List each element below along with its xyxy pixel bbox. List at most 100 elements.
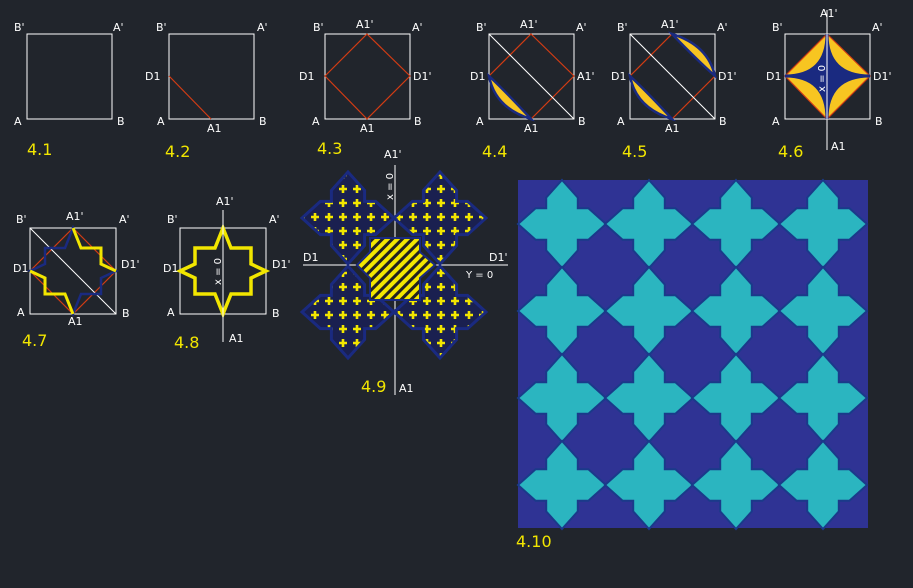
label-a: A — [772, 115, 780, 128]
label-a1-prime: A1' — [820, 7, 838, 20]
label-d1: D1 — [470, 70, 485, 83]
label-b: B — [414, 115, 422, 128]
label-a1: A1 — [399, 382, 414, 395]
label-a1: A1 — [524, 122, 539, 135]
label-a-prime: A' — [119, 213, 130, 226]
diagonal-line — [29, 227, 117, 315]
label-a: A — [14, 115, 22, 128]
diagonal-line — [488, 33, 575, 120]
label-d1-prime: D1' — [121, 258, 140, 271]
panel-4-1: B' A' A B 4.1 — [14, 21, 125, 159]
axis-label-x0: x = 0 — [213, 258, 224, 285]
construction-line — [168, 75, 212, 120]
label-a-prime: A' — [113, 21, 124, 34]
panel-number: 4.3 — [317, 139, 342, 158]
label-d1: D1 — [299, 70, 314, 83]
label-b-prime: B' — [617, 21, 628, 34]
gold-crescent — [487, 72, 536, 122]
label-b-prime: B' — [14, 21, 25, 34]
label-b: B — [719, 115, 727, 128]
label-d1-prime: D1' — [272, 258, 291, 271]
yellow-edge — [29, 269, 75, 315]
label-a: A — [167, 306, 175, 319]
label-a-prime: A' — [412, 21, 423, 34]
axis-label-x0: x = 0 — [385, 173, 396, 200]
label-b: B — [259, 115, 267, 128]
label-a: A — [476, 115, 484, 128]
panel-4-2: B' A' D1 A B A1 4.2 — [145, 21, 268, 161]
label-a1: A1 — [229, 332, 244, 345]
tile-cross — [690, 439, 782, 531]
panel-number: 4.4 — [482, 142, 507, 161]
panel-number: 4.10 — [516, 532, 552, 551]
panel-number: 4.7 — [22, 331, 47, 350]
panel-4-3: B' A1' A' D1 D1' A B A1 4.3 — [299, 18, 432, 158]
label-b-prime: B' — [476, 21, 487, 34]
axis-label-x0: x = 0 — [817, 65, 828, 92]
panel-number: 4.6 — [778, 142, 803, 161]
yellow-edge — [71, 227, 117, 273]
tile-crosses — [516, 178, 869, 531]
label-a: A — [157, 115, 165, 128]
panel-number: 4.8 — [174, 333, 199, 352]
panel-4-7: B' A1' A' D1 D1' A B A1 4.7 — [13, 210, 140, 350]
label-a1-prime: A1' — [661, 18, 679, 31]
panel-number: 4.2 — [165, 142, 190, 161]
label-a-prime: A' — [872, 21, 883, 34]
label-d1-prime: D1' — [873, 70, 892, 83]
label-a-prime: A' — [717, 21, 728, 34]
label-d1: D1 — [145, 70, 160, 83]
label-a: A — [617, 115, 625, 128]
label-a1: A1 — [665, 122, 680, 135]
label-a1: A1 — [207, 122, 222, 135]
label-a1-prime: A1' — [356, 18, 374, 31]
label-b-prime: B' — [772, 21, 783, 34]
label-a1-prime: A1' — [216, 195, 234, 208]
panel-4-10: 4.10 — [516, 178, 869, 551]
label-b: B — [578, 115, 586, 128]
label-d1-prime: D1' — [718, 70, 737, 83]
label-b-prime: B' — [16, 213, 27, 226]
diagonal-line — [629, 33, 716, 120]
square — [26, 33, 113, 120]
label-b-prime: B' — [156, 21, 167, 34]
square — [324, 33, 411, 120]
label-a1-prime-right: A1' — [577, 70, 595, 83]
label-b: B — [875, 115, 883, 128]
label-b: B — [117, 115, 125, 128]
label-d1: D1 — [163, 262, 178, 275]
label-b-prime: B' — [313, 21, 324, 34]
label-a1: A1 — [831, 140, 846, 153]
label-a-prime: A' — [257, 21, 268, 34]
panel-number: 4.9 — [361, 377, 386, 396]
tile-cross — [516, 439, 608, 531]
label-a1-prime: A1' — [384, 148, 402, 161]
label-a: A — [17, 306, 25, 319]
gold-crescent — [628, 72, 677, 122]
gold-crescent — [667, 31, 718, 80]
panel-4-8: x = 0 B' A1' A' D1 D1' A B A1 4.8 — [163, 195, 291, 352]
label-d1: D1 — [303, 251, 318, 264]
label-a1: A1 — [360, 122, 375, 135]
panel-number: 4.1 — [27, 140, 52, 159]
label-a: A — [312, 115, 320, 128]
label-b: B — [122, 307, 130, 320]
label-d1-prime: D1' — [489, 251, 508, 264]
panel-4-6: x = 0 B' A1' A' D1 D1' A B A1 4.6 — [766, 7, 892, 161]
label-a1-prime: A1' — [520, 18, 538, 31]
label-d1: D1 — [13, 262, 28, 275]
label-d1: D1 — [766, 70, 781, 83]
construction-diamond — [324, 33, 411, 120]
panel-4-4: B' A1' A' D1 A1' A B A1 4.4 — [470, 18, 595, 161]
label-b: B — [272, 307, 280, 320]
hatched-center — [355, 237, 437, 301]
label-d1: D1 — [611, 70, 626, 83]
square — [168, 33, 255, 120]
panel-4-5: B' A1' A' D1 D1' A B A1 4.5 — [611, 18, 737, 161]
tile-cross — [603, 439, 695, 531]
tile-cross — [777, 439, 869, 531]
axis-label-y0: Y = 0 — [465, 270, 493, 281]
label-a1-prime: A1' — [66, 210, 84, 223]
panel-number: 4.5 — [622, 142, 647, 161]
